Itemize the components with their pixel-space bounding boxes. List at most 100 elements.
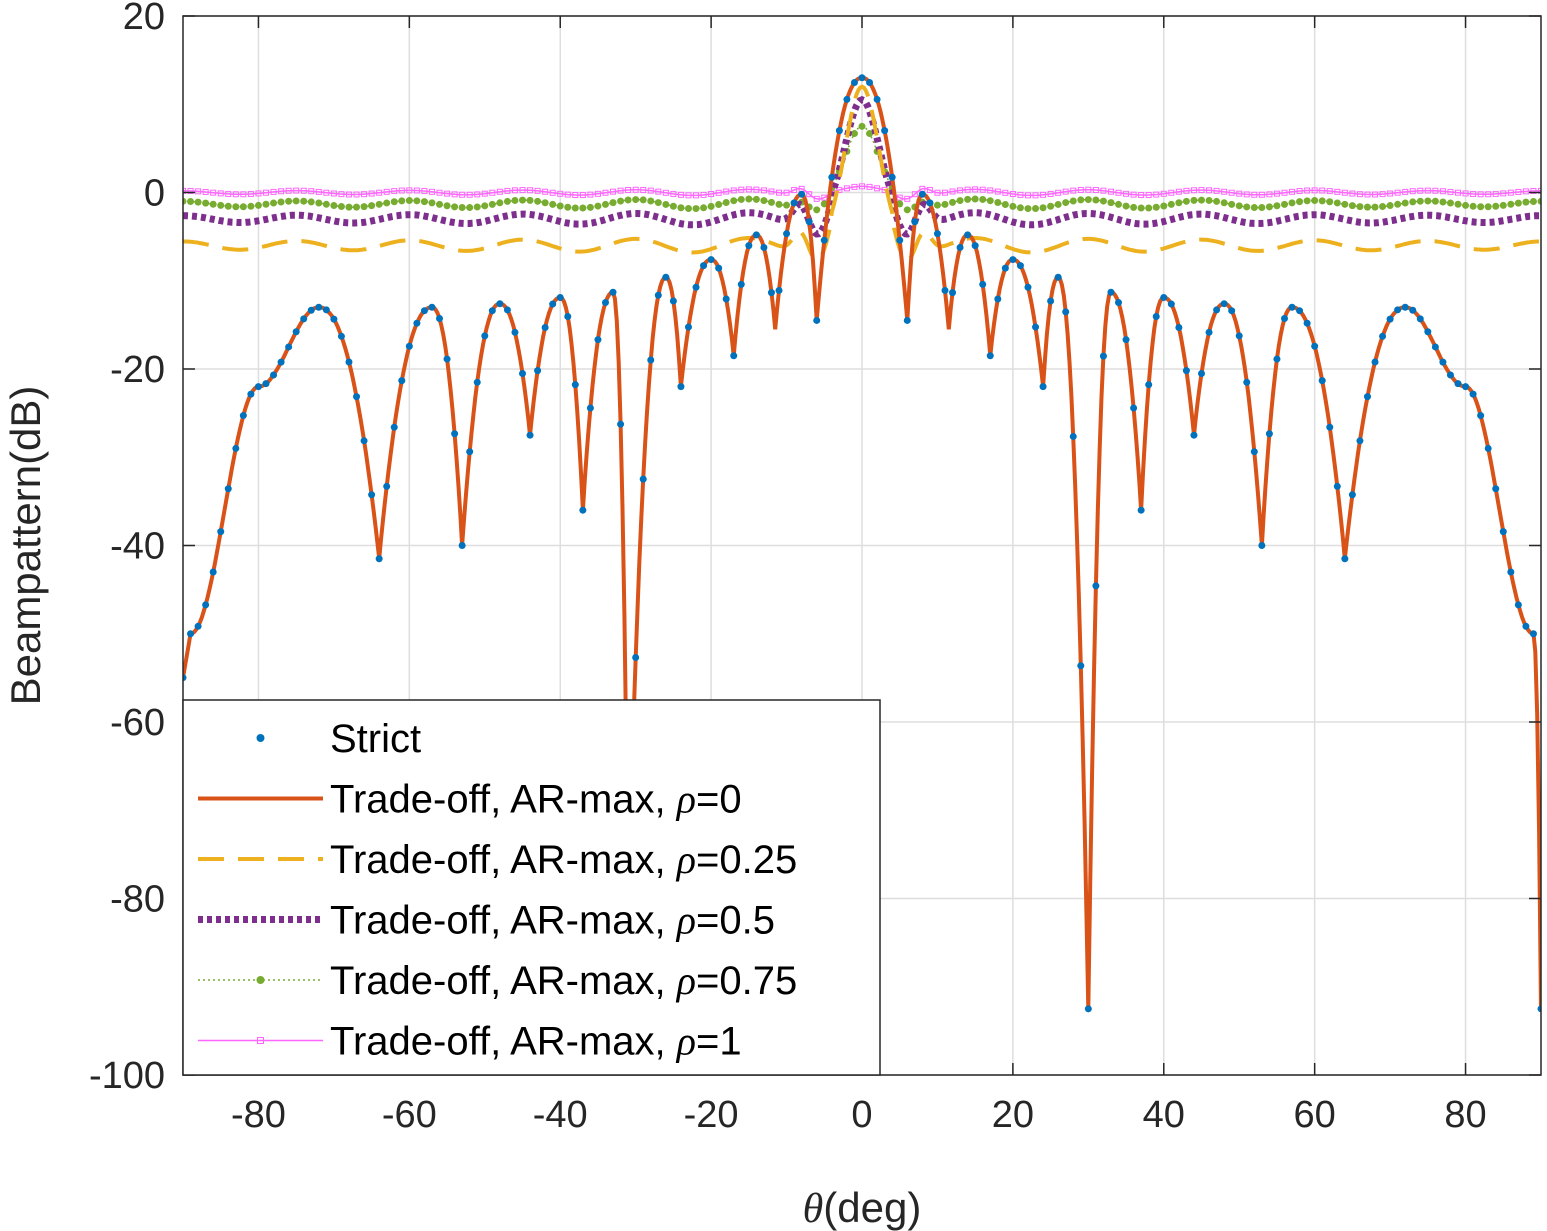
series-point <box>1387 190 1394 197</box>
series-point <box>586 404 594 412</box>
series-point <box>806 191 813 198</box>
series-point <box>1175 199 1183 207</box>
series-point <box>1446 199 1454 207</box>
series-point <box>994 198 1002 206</box>
series-point <box>285 197 293 205</box>
series-point <box>1318 197 1326 205</box>
legend-label: Trade-off, AR-max, ρ=0.5 <box>330 898 775 943</box>
series-point <box>677 383 685 391</box>
series-point <box>1341 189 1348 196</box>
series-point <box>1009 256 1017 264</box>
series-point <box>413 197 421 205</box>
series-point <box>1228 307 1236 315</box>
series-point <box>390 423 398 431</box>
series-point <box>1228 189 1235 196</box>
series-point <box>209 200 217 208</box>
series-point <box>542 188 549 195</box>
series-point <box>1409 188 1416 195</box>
series-point <box>1024 205 1032 213</box>
series-point <box>715 264 723 272</box>
series-point <box>625 187 632 194</box>
series-point <box>1039 204 1047 212</box>
series-point <box>1235 332 1243 340</box>
series-point <box>1243 378 1251 386</box>
series-layer <box>183 74 1541 1013</box>
series-point <box>187 198 195 206</box>
series-point <box>1220 300 1228 308</box>
series-point <box>1514 601 1522 609</box>
series-point <box>896 200 904 208</box>
series-point <box>775 200 783 208</box>
series-point <box>1364 191 1371 198</box>
series-point <box>1250 204 1258 212</box>
series-point <box>579 192 586 199</box>
series-point <box>1477 191 1484 198</box>
series-point <box>270 188 277 195</box>
series-point <box>1190 187 1197 194</box>
series-point <box>556 294 564 302</box>
series-point <box>322 306 330 314</box>
series-point <box>473 203 481 211</box>
series-point <box>391 188 398 195</box>
series-point <box>708 190 715 197</box>
series-point <box>1469 390 1477 398</box>
series-point <box>805 218 813 226</box>
series-point <box>488 307 496 315</box>
series-point <box>1047 202 1055 210</box>
series-point <box>210 189 217 196</box>
series-point <box>1213 187 1220 194</box>
series-point <box>1341 200 1349 208</box>
series-point <box>601 299 609 307</box>
series-point <box>1235 202 1243 210</box>
series-point <box>972 186 979 193</box>
series-point <box>481 190 488 197</box>
series-point <box>1175 188 1182 195</box>
y-tick-label: -40 <box>110 526 165 568</box>
series-point <box>1424 328 1432 336</box>
series-point <box>911 218 919 226</box>
series-point <box>677 191 684 198</box>
series-point <box>1281 189 1288 196</box>
series-point <box>338 191 345 198</box>
series-point <box>994 188 1001 195</box>
series-point <box>1372 191 1379 198</box>
series-point <box>224 202 232 210</box>
series-point <box>1047 297 1055 305</box>
series-point <box>1349 190 1356 197</box>
series-point <box>745 242 753 250</box>
series-point <box>232 444 240 452</box>
legend-label-text: Strict <box>330 717 421 761</box>
series-point <box>700 191 707 198</box>
series-point <box>1529 630 1537 638</box>
series-point <box>971 195 979 203</box>
series-point <box>368 202 376 210</box>
series-point <box>225 190 232 197</box>
series-point <box>1115 299 1123 307</box>
series-point <box>594 336 602 344</box>
series-point <box>949 198 957 206</box>
series-point <box>1529 198 1537 206</box>
series-line <box>183 96 1541 238</box>
series-point <box>345 358 353 366</box>
series-point <box>285 343 293 351</box>
x-axis-label-unit: (deg) <box>823 1184 921 1231</box>
series-point <box>1069 197 1077 205</box>
series-point <box>496 199 504 207</box>
series-point <box>1439 358 1447 366</box>
series-point <box>1077 186 1084 193</box>
legend-entry: Trade-off, AR-max, ρ=0.75 <box>198 958 797 1003</box>
series-point <box>527 187 534 194</box>
series-point <box>783 189 790 196</box>
series-point <box>594 190 601 197</box>
series-point <box>405 197 413 205</box>
series-point <box>526 196 534 204</box>
series-point <box>345 191 352 198</box>
series-point <box>1040 191 1047 198</box>
series-point <box>850 130 858 138</box>
series-point <box>1084 196 1092 204</box>
series-point <box>534 197 542 205</box>
series-point <box>1107 288 1115 296</box>
series-point <box>239 412 247 420</box>
series-point <box>451 191 458 198</box>
series-point <box>1213 306 1221 314</box>
